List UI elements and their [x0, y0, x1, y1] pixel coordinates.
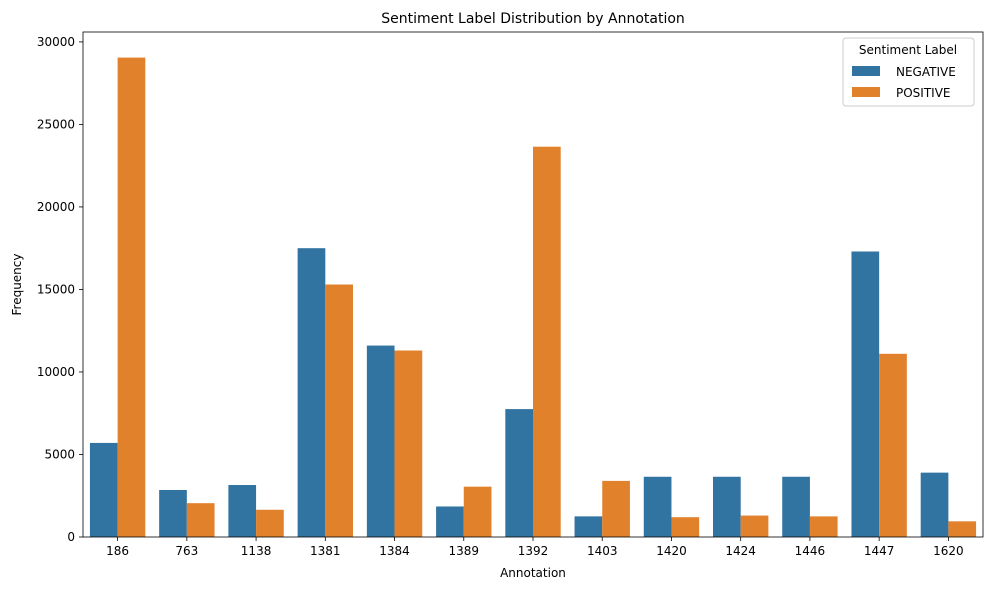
x-tick-label: 1420 — [656, 544, 687, 558]
bar-negative-1403 — [574, 516, 603, 537]
bar-positive-1424 — [740, 515, 769, 537]
bar-positive-186 — [117, 57, 146, 537]
x-tick-label: 1392 — [518, 544, 549, 558]
bar-positive-1381 — [325, 284, 353, 537]
bar-negative-1138 — [228, 485, 257, 537]
bar-positive-1389 — [463, 486, 492, 537]
x-axis-label: Annotation — [500, 566, 566, 580]
plot-area — [89, 57, 977, 538]
bar-positive-1392 — [533, 146, 561, 537]
bar-negative-763 — [159, 489, 187, 537]
legend-swatch-positive — [852, 87, 880, 97]
bar-negative-1424 — [713, 476, 741, 537]
y-tick-label: 0 — [67, 530, 75, 544]
y-axis-label: Frequency — [10, 254, 24, 316]
bar-negative-1392 — [505, 409, 533, 537]
legend-swatch-negative — [852, 66, 880, 76]
legend: Sentiment Label NEGATIVE POSITIVE — [842, 37, 975, 107]
bar-negative-1389 — [436, 506, 464, 537]
x-tick-label: 1389 — [448, 544, 479, 558]
bar-positive-1138 — [256, 509, 284, 537]
x-tick-label: 1381 — [310, 544, 341, 558]
x-tick-label: 1446 — [795, 544, 826, 558]
x-tick-label: 1384 — [379, 544, 410, 558]
bar-positive-1446 — [809, 516, 838, 537]
legend-label-positive: POSITIVE — [896, 86, 951, 100]
x-tick-label: 1424 — [725, 544, 756, 558]
bar-negative-186 — [89, 442, 118, 537]
chart-title: Sentiment Label Distribution by Annotati… — [381, 11, 685, 27]
bar-negative-1420 — [643, 476, 672, 537]
bar-positive-763 — [186, 503, 215, 537]
x-tick-label: 1447 — [864, 544, 895, 558]
x-tick-label: 1403 — [587, 544, 618, 558]
y-tick-label: 5000 — [44, 447, 75, 461]
legend-title: Sentiment Label — [859, 43, 957, 57]
y-tick-label: 25000 — [37, 117, 75, 131]
y-tick-label: 10000 — [37, 365, 75, 379]
y-tick-label: 20000 — [37, 200, 75, 214]
bar-negative-1447 — [851, 251, 880, 538]
bar-negative-1384 — [366, 345, 395, 537]
legend-label-negative: NEGATIVE — [896, 65, 956, 79]
bar-positive-1384 — [394, 350, 423, 537]
x-tick-label: 1138 — [241, 544, 272, 558]
bar-negative-1381 — [297, 248, 326, 537]
x-tick-label: 186 — [106, 544, 129, 558]
bar-positive-1447 — [879, 353, 907, 537]
bar-positive-1620 — [948, 521, 977, 537]
bar-positive-1420 — [671, 517, 700, 537]
bar-negative-1620 — [920, 472, 949, 537]
bar-positive-1403 — [602, 480, 630, 537]
bar-negative-1446 — [782, 476, 810, 537]
y-tick-label: 30000 — [37, 35, 75, 49]
y-tick-label: 15000 — [37, 282, 75, 296]
x-tick-label: 1620 — [933, 544, 964, 558]
x-tick-label: 763 — [175, 544, 198, 558]
